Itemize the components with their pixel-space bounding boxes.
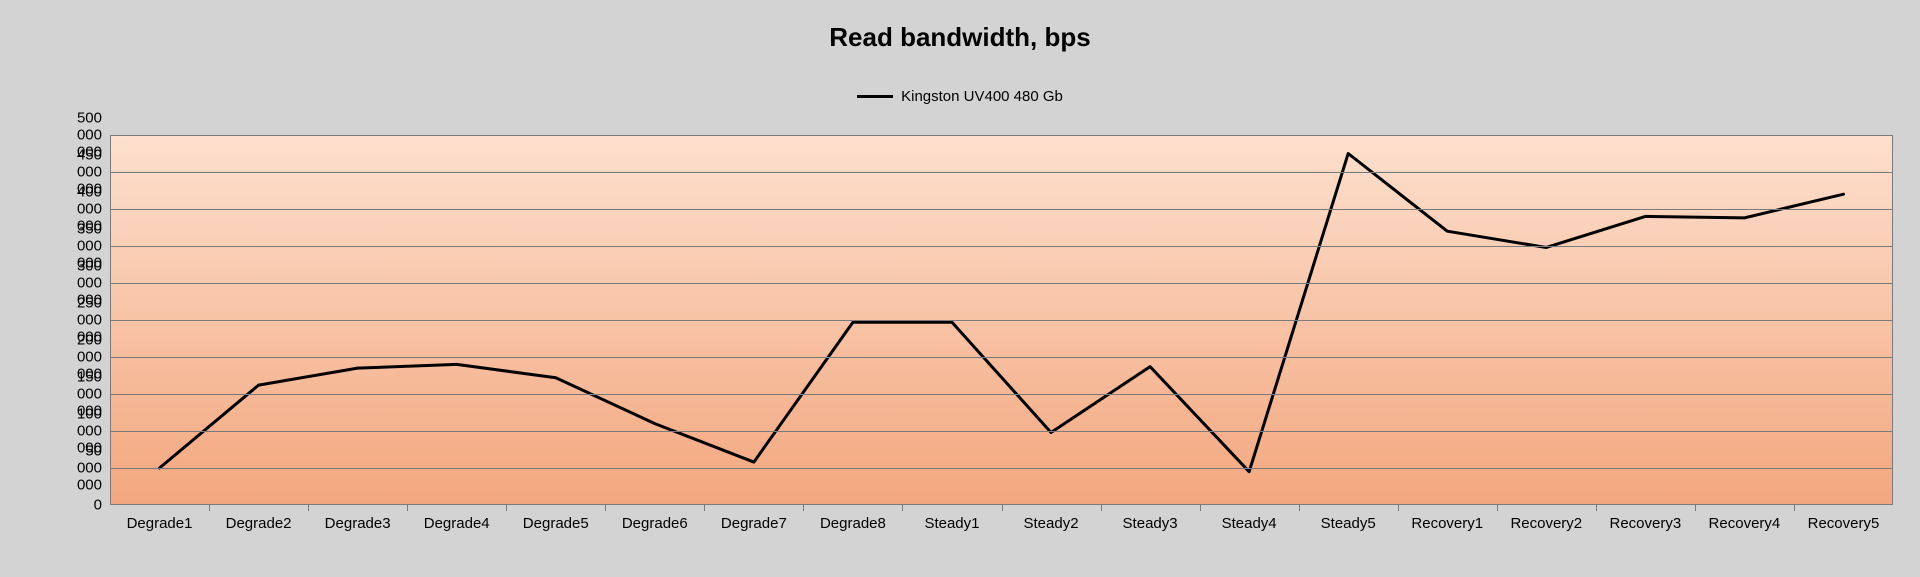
x-axis-label: Recovery5 [1808,515,1880,532]
x-axis-label: Degrade8 [820,515,886,532]
x-tick [704,505,705,511]
y-grid-line [110,357,1893,358]
x-tick [1101,505,1102,511]
series-line [160,154,1844,472]
x-tick [1794,505,1795,511]
x-tick [209,505,210,511]
x-tick [1497,505,1498,511]
y-grid-line [110,431,1893,432]
chart-legend: Kingston UV400 480 Gb [0,85,1920,105]
y-axis-label: 500 000 000 [77,110,102,161]
x-tick [407,505,408,511]
x-axis-label: Steady4 [1222,515,1277,532]
x-axis-label: Steady2 [1023,515,1078,532]
x-axis-label: Steady3 [1123,515,1178,532]
x-tick [605,505,606,511]
x-tick [1299,505,1300,511]
x-axis-label: Degrade6 [622,515,688,532]
y-grid-line [110,283,1893,284]
y-grid-line [110,394,1893,395]
y-grid-line [110,172,1893,173]
y-grid-line [110,320,1893,321]
x-axis-label: Recovery2 [1510,515,1582,532]
x-tick [1200,505,1201,511]
x-tick [803,505,804,511]
x-tick [1596,505,1597,511]
x-axis-label: Degrade7 [721,515,787,532]
x-tick [1002,505,1003,511]
plot-area: 050 000 000100 000 000150 000 000200 000… [110,135,1893,505]
chart-container: Read bandwidth, bps Kingston UV400 480 G… [0,0,1920,577]
x-tick [902,505,903,511]
x-axis-label: Degrade3 [325,515,391,532]
x-axis-label: Degrade1 [127,515,193,532]
x-tick [1695,505,1696,511]
x-axis-label: Steady5 [1321,515,1376,532]
chart-title: Read bandwidth, bps [0,22,1920,53]
x-axis-label: Recovery1 [1411,515,1483,532]
x-tick [308,505,309,511]
x-axis-label: Recovery4 [1709,515,1781,532]
x-axis-label: Recovery3 [1610,515,1682,532]
legend-line-sample [857,95,893,98]
legend-series-label: Kingston UV400 480 Gb [901,88,1063,105]
x-axis-label: Degrade2 [226,515,292,532]
y-grid-line [110,468,1893,469]
x-tick [506,505,507,511]
y-grid-line [110,246,1893,247]
x-axis-label: Degrade5 [523,515,589,532]
x-tick [1398,505,1399,511]
y-grid-line [110,209,1893,210]
x-axis-label: Steady1 [924,515,979,532]
x-axis-label: Degrade4 [424,515,490,532]
y-axis-label: 0 [94,497,102,514]
